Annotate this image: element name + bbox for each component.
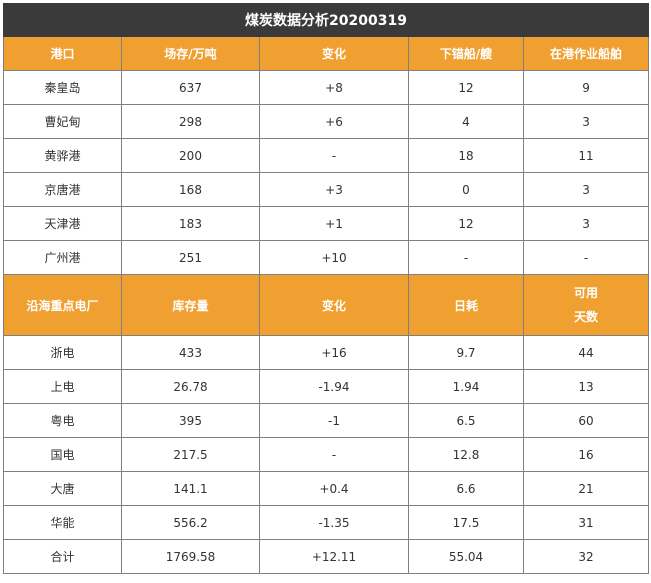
table-cell: 556.2 [121, 505, 260, 540]
plants-body: 浙电 433 +16 9.7 44 上电 26.78 -1.94 1.94 13 粤电 395 -1 6.… [3, 335, 650, 574]
table-title: 煤炭数据分析20200319 [2, 3, 650, 37]
table-cell: +0.4 [259, 471, 409, 506]
table-cell: 3 [522, 206, 650, 241]
header-days-label: 天数 [574, 310, 599, 324]
header-inventory: 库存量 [121, 274, 260, 336]
table-cell: 32 [522, 539, 650, 574]
table-row: 秦皇岛 637 +8 12 9 [3, 70, 650, 105]
table-row: 国电 217.5-12.8 16 [3, 437, 650, 472]
table-cell: 12.8 [408, 437, 524, 472]
table-cell: 298 [121, 104, 260, 139]
table-cell: 18 [408, 138, 524, 173]
row-name-cell: 广州港 [3, 240, 122, 275]
header-anchored-ships: 下锚船/艘 [408, 36, 524, 71]
table-cell: 21 [522, 471, 650, 506]
row-name-cell: 天津港 [3, 206, 122, 241]
table-row: 上电 26.78 -1.94 1.94 13 [3, 369, 650, 404]
table-row: 京唐港 168 +3 0 3 [3, 172, 650, 207]
table-cell: 1.94 [408, 369, 524, 404]
table-row: 黄骅港 200-18 11 [3, 138, 650, 173]
table-cell: 11 [522, 138, 650, 173]
row-name-cell: 秦皇岛 [3, 70, 122, 105]
table-cell: 17.5 [408, 505, 524, 540]
table-cell: 6.5 [408, 403, 524, 438]
coal-data-table: 煤炭数据分析20200319 港口 场存/万吨 变化 下锚船/艘 在港作业船舶 … [2, 3, 650, 574]
header-change: 变化 [259, 36, 409, 71]
table-cell: +6 [259, 104, 409, 139]
coal-data-table-container: 煤炭数据分析20200319 港口 场存/万吨 变化 下锚船/艘 在港作业船舶 … [2, 3, 650, 574]
table-cell: 200 [121, 138, 260, 173]
row-name-cell: 京唐港 [3, 172, 122, 207]
row-name-cell: 合计 [3, 539, 122, 574]
table-cell: 433 [121, 335, 260, 370]
header-stock: 场存/万吨 [121, 36, 260, 71]
table-cell: 9 [522, 70, 650, 105]
row-name-cell: 大唐 [3, 471, 122, 506]
table-cell: 12 [408, 70, 524, 105]
table-cell: +12.11 [259, 539, 409, 574]
table-cell: +1 [259, 206, 409, 241]
header-available-label: 可用 [574, 286, 599, 300]
row-name-cell: 粤电 [3, 403, 122, 438]
table-row: 大唐 141.1 +0.4 6.6 21 [3, 471, 650, 506]
table-row: 华能 556.2 -1.35 17.5 31 [3, 505, 650, 540]
table-cell: -1.94 [259, 369, 409, 404]
table-cell: +10 [259, 240, 409, 275]
plants-header-row: 沿海重点电厂 库存量 变化 日耗 可用 天数 [3, 274, 650, 336]
table-cell: - [259, 138, 409, 173]
table-cell: 6.6 [408, 471, 524, 506]
table-cell: 13 [522, 369, 650, 404]
table-cell: - [259, 437, 409, 472]
row-name-cell: 浙电 [3, 335, 122, 370]
header-available-days: 可用 天数 [522, 274, 650, 336]
table-cell: 1769.58 [121, 539, 260, 574]
header-working-ships: 在港作业船舶 [522, 36, 650, 71]
header-power-plant: 沿海重点电厂 [3, 274, 122, 336]
title-row: 煤炭数据分析20200319 [2, 3, 650, 37]
table-cell: 395 [121, 403, 260, 438]
ports-header-row: 港口 场存/万吨 变化 下锚船/艘 在港作业船舶 [3, 36, 650, 71]
table-cell: 217.5 [121, 437, 260, 472]
table-cell: +8 [259, 70, 409, 105]
table-cell: 26.78 [121, 369, 260, 404]
table-cell: 3 [522, 104, 650, 139]
table-cell: 4 [408, 104, 524, 139]
table-cell: 60 [522, 403, 650, 438]
table-row: 合计 1769.58 +12.11 55.04 32 [3, 539, 650, 574]
table-cell: +16 [259, 335, 409, 370]
table-row: 天津港 183 +1 12 3 [3, 206, 650, 241]
table-cell: +3 [259, 172, 409, 207]
table-cell: 141.1 [121, 471, 260, 506]
header-port: 港口 [3, 36, 122, 71]
table-cell: 168 [121, 172, 260, 207]
row-name-cell: 曹妃甸 [3, 104, 122, 139]
table-cell: 9.7 [408, 335, 524, 370]
table-cell: 183 [121, 206, 260, 241]
row-name-cell: 上电 [3, 369, 122, 404]
table-cell: 637 [121, 70, 260, 105]
table-cell: 31 [522, 505, 650, 540]
table-cell: -1 [259, 403, 409, 438]
table-row: 粤电 395 -1 6.5 60 [3, 403, 650, 438]
table-row: 曹妃甸 298 +6 4 3 [3, 104, 650, 139]
table-cell: 3 [522, 172, 650, 207]
table-cell: 55.04 [408, 539, 524, 574]
table-cell: - [408, 240, 524, 275]
table-cell: 251 [121, 240, 260, 275]
header-daily-consumption: 日耗 [408, 274, 524, 336]
table-cell: 0 [408, 172, 524, 207]
table-cell: 16 [522, 437, 650, 472]
table-cell: 44 [522, 335, 650, 370]
table-row: 浙电 433 +16 9.7 44 [3, 335, 650, 370]
header-plant-change: 变化 [259, 274, 409, 336]
row-name-cell: 国电 [3, 437, 122, 472]
table-cell: - [522, 240, 650, 275]
ports-body: 秦皇岛 637 +8 12 9 曹妃甸 298 +6 4 3 黄骅港 200-18 11 京唐港 168 +3… [3, 70, 650, 275]
table-cell: -1.35 [259, 505, 409, 540]
table-cell: 12 [408, 206, 524, 241]
table-row: 广州港 251 +10- - [3, 240, 650, 275]
row-name-cell: 华能 [3, 505, 122, 540]
row-name-cell: 黄骅港 [3, 138, 122, 173]
